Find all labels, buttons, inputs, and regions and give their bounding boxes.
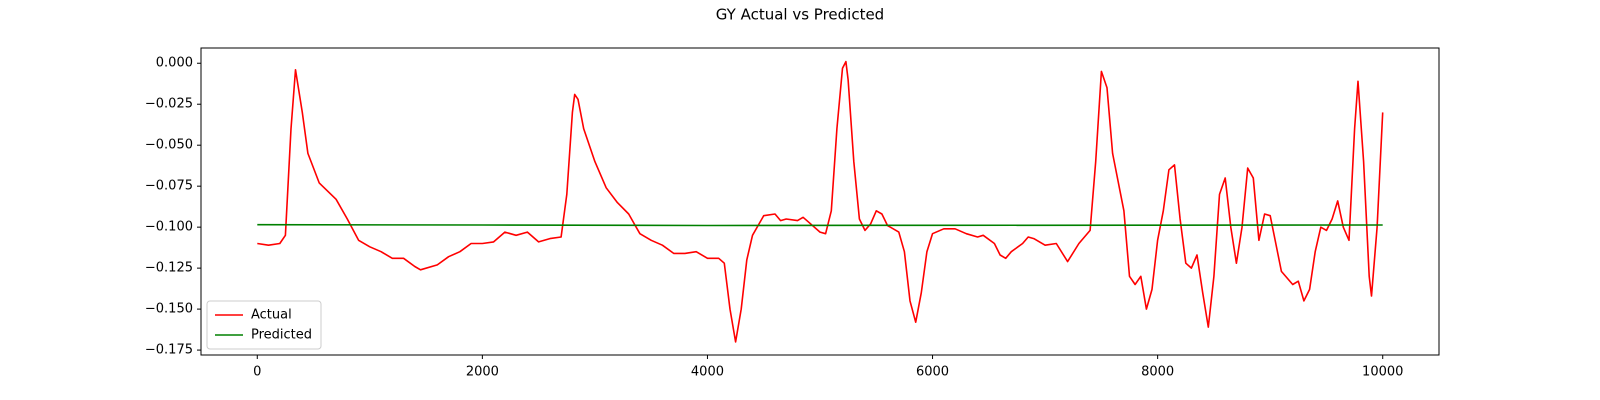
y-tick-label: −0.050 — [145, 138, 193, 153]
x-tick-label: 0 — [253, 365, 261, 380]
x-tick-label: 2000 — [466, 365, 499, 380]
series-line — [257, 223, 1383, 227]
chart-title: GY Actual vs Predicted — [716, 6, 884, 24]
y-tick-label: −0.150 — [145, 302, 193, 317]
x-tick-label: 4000 — [691, 365, 724, 380]
y-tick-label: −0.100 — [145, 220, 193, 235]
y-tick-label: −0.175 — [145, 343, 193, 358]
y-tick-label: −0.025 — [145, 97, 193, 112]
x-tick-label: 6000 — [916, 365, 949, 380]
x-tick-label: 10000 — [1362, 365, 1403, 380]
legend-label: Predicted — [251, 328, 312, 343]
x-tick-label: 8000 — [1141, 365, 1174, 380]
y-tick-label: −0.125 — [145, 261, 193, 276]
legend-label: Actual — [251, 308, 292, 323]
y-tick-label: −0.075 — [145, 179, 193, 194]
y-tick-label: 0.000 — [156, 56, 193, 71]
legend-box — [206, 300, 322, 350]
series-line — [257, 60, 1384, 343]
plot-frame — [200, 47, 1440, 356]
